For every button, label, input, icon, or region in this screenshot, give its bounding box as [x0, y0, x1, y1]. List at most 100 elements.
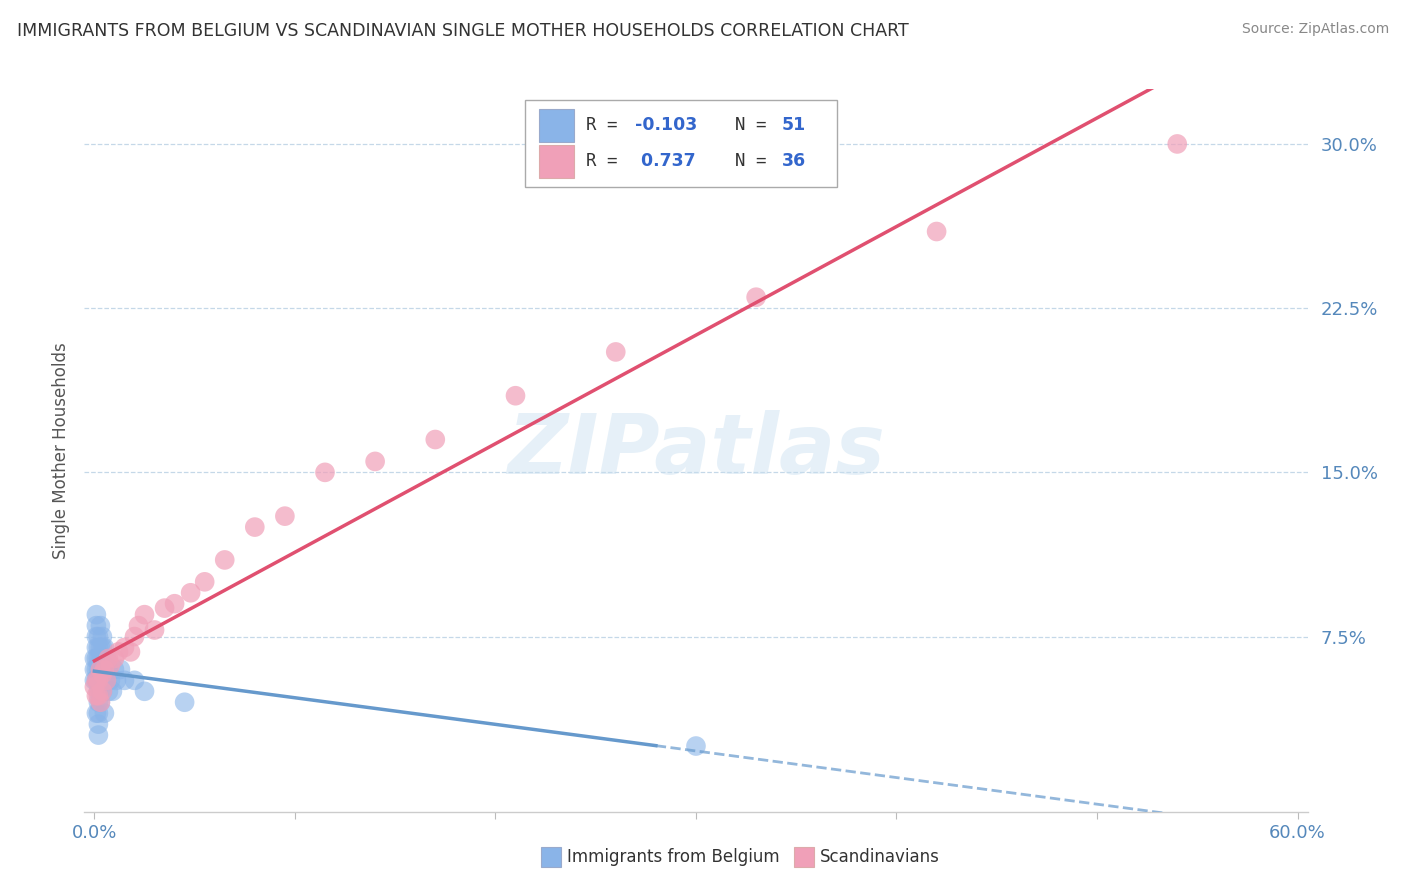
Point — [86, 689, 108, 703]
Point — [91, 630, 114, 644]
Point — [86, 651, 108, 665]
Point — [89, 662, 111, 676]
Point — [194, 574, 217, 589]
Point — [93, 662, 115, 676]
Text: 36: 36 — [782, 153, 806, 170]
Text: 0.737: 0.737 — [636, 153, 696, 170]
Point — [89, 695, 111, 709]
Point — [91, 684, 114, 698]
Text: -0.103: -0.103 — [636, 116, 697, 135]
Point — [214, 553, 236, 567]
Point — [87, 662, 110, 676]
Point — [89, 673, 111, 688]
Text: ZIPatlas: ZIPatlas — [508, 410, 884, 491]
Point — [87, 728, 110, 742]
Point — [97, 662, 120, 676]
Point — [134, 684, 156, 698]
Point — [87, 689, 110, 703]
Point — [87, 684, 110, 698]
Point — [97, 684, 120, 698]
Point — [274, 509, 297, 524]
Point — [93, 651, 115, 665]
Point — [91, 662, 114, 676]
Point — [1166, 136, 1188, 151]
Point — [114, 640, 136, 655]
Point — [86, 630, 108, 644]
Point — [163, 597, 186, 611]
Point — [87, 695, 110, 709]
Point — [745, 290, 768, 304]
Point — [91, 684, 114, 698]
Point — [83, 673, 105, 688]
Point — [124, 673, 146, 688]
Text: R =: R = — [586, 116, 628, 135]
Point — [91, 666, 114, 681]
Text: Immigrants from Belgium: Immigrants from Belgium — [567, 848, 779, 866]
Point — [105, 673, 128, 688]
Point — [505, 389, 527, 403]
Point — [93, 673, 115, 688]
Point — [96, 651, 118, 665]
Point — [100, 673, 122, 688]
Point — [425, 433, 447, 447]
Point — [86, 618, 108, 632]
Point — [153, 601, 176, 615]
Text: IMMIGRANTS FROM BELGIUM VS SCANDINAVIAN SINGLE MOTHER HOUSEHOLDS CORRELATION CHA: IMMIGRANTS FROM BELGIUM VS SCANDINAVIAN … — [17, 22, 908, 40]
Point — [89, 640, 111, 655]
Text: 51: 51 — [782, 116, 806, 135]
Point — [87, 640, 110, 655]
FancyBboxPatch shape — [524, 100, 837, 186]
Point — [925, 225, 948, 239]
Point — [103, 662, 125, 676]
Point — [110, 662, 132, 676]
Point — [86, 706, 108, 721]
Text: Scandinavians: Scandinavians — [820, 848, 939, 866]
Point — [120, 645, 142, 659]
Point — [173, 695, 195, 709]
Point — [86, 640, 108, 655]
Point — [87, 651, 110, 665]
Point — [124, 630, 146, 644]
Text: N =: N = — [714, 153, 778, 170]
Point — [89, 684, 111, 698]
Point — [107, 645, 129, 659]
Point — [83, 662, 105, 676]
Point — [180, 586, 202, 600]
Point — [103, 651, 125, 665]
Point — [83, 680, 105, 694]
FancyBboxPatch shape — [540, 145, 574, 178]
Point — [97, 651, 120, 665]
Point — [86, 662, 108, 676]
Point — [134, 607, 156, 622]
Point — [314, 466, 336, 480]
Point — [89, 662, 111, 676]
Point — [91, 640, 114, 655]
Point — [86, 673, 108, 688]
Y-axis label: Single Mother Households: Single Mother Households — [52, 343, 70, 558]
Point — [89, 651, 111, 665]
Point — [87, 673, 110, 688]
FancyBboxPatch shape — [540, 109, 574, 142]
Point — [87, 673, 110, 688]
Point — [89, 695, 111, 709]
Point — [100, 658, 122, 673]
Point — [93, 640, 115, 655]
Point — [685, 739, 707, 753]
Point — [364, 454, 387, 468]
Point — [128, 618, 150, 632]
Text: Source: ZipAtlas.com: Source: ZipAtlas.com — [1241, 22, 1389, 37]
Point — [83, 651, 105, 665]
Point — [114, 673, 136, 688]
Point — [86, 607, 108, 622]
Point — [96, 673, 118, 688]
Point — [101, 684, 124, 698]
Point — [89, 618, 111, 632]
Point — [96, 673, 118, 688]
Text: N =: N = — [714, 116, 778, 135]
Point — [143, 623, 166, 637]
Point — [91, 651, 114, 665]
Point — [87, 630, 110, 644]
Point — [93, 706, 115, 721]
Point — [86, 673, 108, 688]
Point — [243, 520, 266, 534]
